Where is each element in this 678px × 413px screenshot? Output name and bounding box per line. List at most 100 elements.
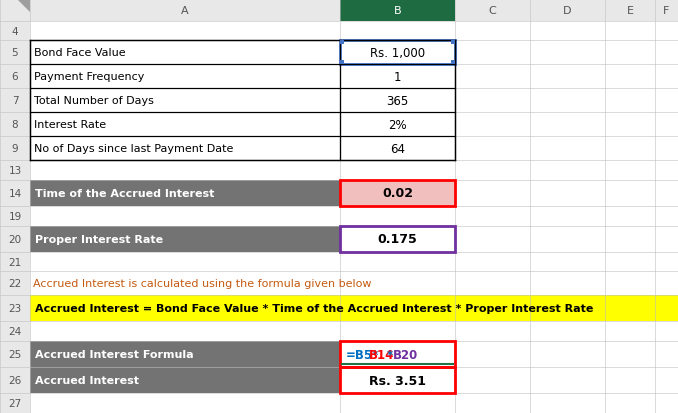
Bar <box>340 226 455 252</box>
Bar <box>530 65 605 89</box>
Bar <box>655 65 678 89</box>
Text: 25: 25 <box>8 349 22 359</box>
Text: Payment Frequency: Payment Frequency <box>34 72 144 82</box>
Bar <box>340 180 455 206</box>
Bar <box>655 367 678 394</box>
Bar <box>0 322 30 341</box>
Text: 0.175: 0.175 <box>378 233 418 246</box>
Text: 13: 13 <box>8 166 22 176</box>
Bar <box>30 137 340 161</box>
Text: C: C <box>489 6 496 16</box>
Bar <box>340 41 455 65</box>
Text: 19: 19 <box>8 211 22 221</box>
Bar <box>605 367 655 394</box>
Text: 24: 24 <box>8 327 22 337</box>
Bar <box>30 89 340 113</box>
Bar <box>340 341 455 367</box>
Bar <box>655 322 678 341</box>
Bar <box>655 180 678 206</box>
Bar <box>340 206 455 226</box>
Text: 2%: 2% <box>388 119 407 131</box>
Bar <box>0 22 30 41</box>
Text: 365: 365 <box>386 95 409 107</box>
Bar <box>30 89 340 113</box>
Bar <box>655 89 678 113</box>
Text: Accrued Interest Formula: Accrued Interest Formula <box>35 349 194 359</box>
Bar <box>605 113 655 137</box>
Text: 14: 14 <box>8 188 22 198</box>
Bar <box>340 22 455 41</box>
Bar <box>30 41 340 65</box>
Text: B: B <box>394 6 401 16</box>
Bar <box>30 226 340 252</box>
Bar <box>530 113 605 137</box>
Bar <box>455 180 530 206</box>
Bar <box>0 161 30 180</box>
Bar <box>340 226 455 252</box>
Text: 6: 6 <box>12 72 18 82</box>
Bar <box>340 161 455 180</box>
Text: 27: 27 <box>8 398 22 408</box>
Bar <box>530 89 605 113</box>
Bar <box>30 252 340 272</box>
Text: 64: 64 <box>390 142 405 155</box>
Bar <box>455 22 530 41</box>
Bar <box>655 226 678 252</box>
Bar <box>455 89 530 113</box>
Text: Interest Rate: Interest Rate <box>34 120 106 130</box>
Bar <box>530 161 605 180</box>
Bar <box>0 113 30 137</box>
Text: 0.02: 0.02 <box>382 187 413 200</box>
Text: 1: 1 <box>394 71 401 84</box>
Bar <box>655 41 678 65</box>
Bar <box>30 206 340 226</box>
Bar <box>0 65 30 89</box>
Bar <box>30 137 340 161</box>
Bar <box>0 89 30 113</box>
Bar <box>655 252 678 272</box>
Bar <box>340 65 455 89</box>
Bar <box>655 341 678 367</box>
Bar <box>605 226 655 252</box>
Bar <box>451 61 455 65</box>
Bar <box>340 113 455 137</box>
Bar <box>530 137 605 161</box>
Bar <box>0 394 30 413</box>
Bar <box>340 180 455 206</box>
Bar <box>605 180 655 206</box>
Bar <box>605 89 655 113</box>
Bar <box>30 394 340 413</box>
Bar <box>0 252 30 272</box>
Bar <box>655 206 678 226</box>
Text: 8: 8 <box>12 120 18 130</box>
Bar <box>655 113 678 137</box>
Bar <box>340 65 455 89</box>
Bar <box>30 22 340 41</box>
Bar <box>30 65 340 89</box>
Bar <box>655 272 678 296</box>
Bar <box>340 89 455 113</box>
Bar <box>340 41 344 45</box>
Bar <box>455 322 530 341</box>
Bar <box>655 161 678 180</box>
Bar <box>30 341 340 367</box>
Bar <box>455 252 530 272</box>
Text: 5: 5 <box>12 48 18 58</box>
Text: Rs. 3.51: Rs. 3.51 <box>369 374 426 387</box>
Text: A: A <box>181 6 188 16</box>
Text: B14: B14 <box>370 348 395 361</box>
Bar <box>605 394 655 413</box>
Bar <box>455 113 530 137</box>
Text: 22: 22 <box>8 279 22 289</box>
Bar <box>605 206 655 226</box>
Bar <box>30 180 340 206</box>
Bar <box>605 65 655 89</box>
Bar <box>30 322 340 341</box>
Bar <box>340 322 455 341</box>
Text: F: F <box>663 6 670 16</box>
Bar <box>30 113 340 137</box>
Text: Time of the Accrued Interest: Time of the Accrued Interest <box>35 188 214 198</box>
Bar <box>605 341 655 367</box>
Bar <box>655 137 678 161</box>
Bar <box>605 272 655 296</box>
